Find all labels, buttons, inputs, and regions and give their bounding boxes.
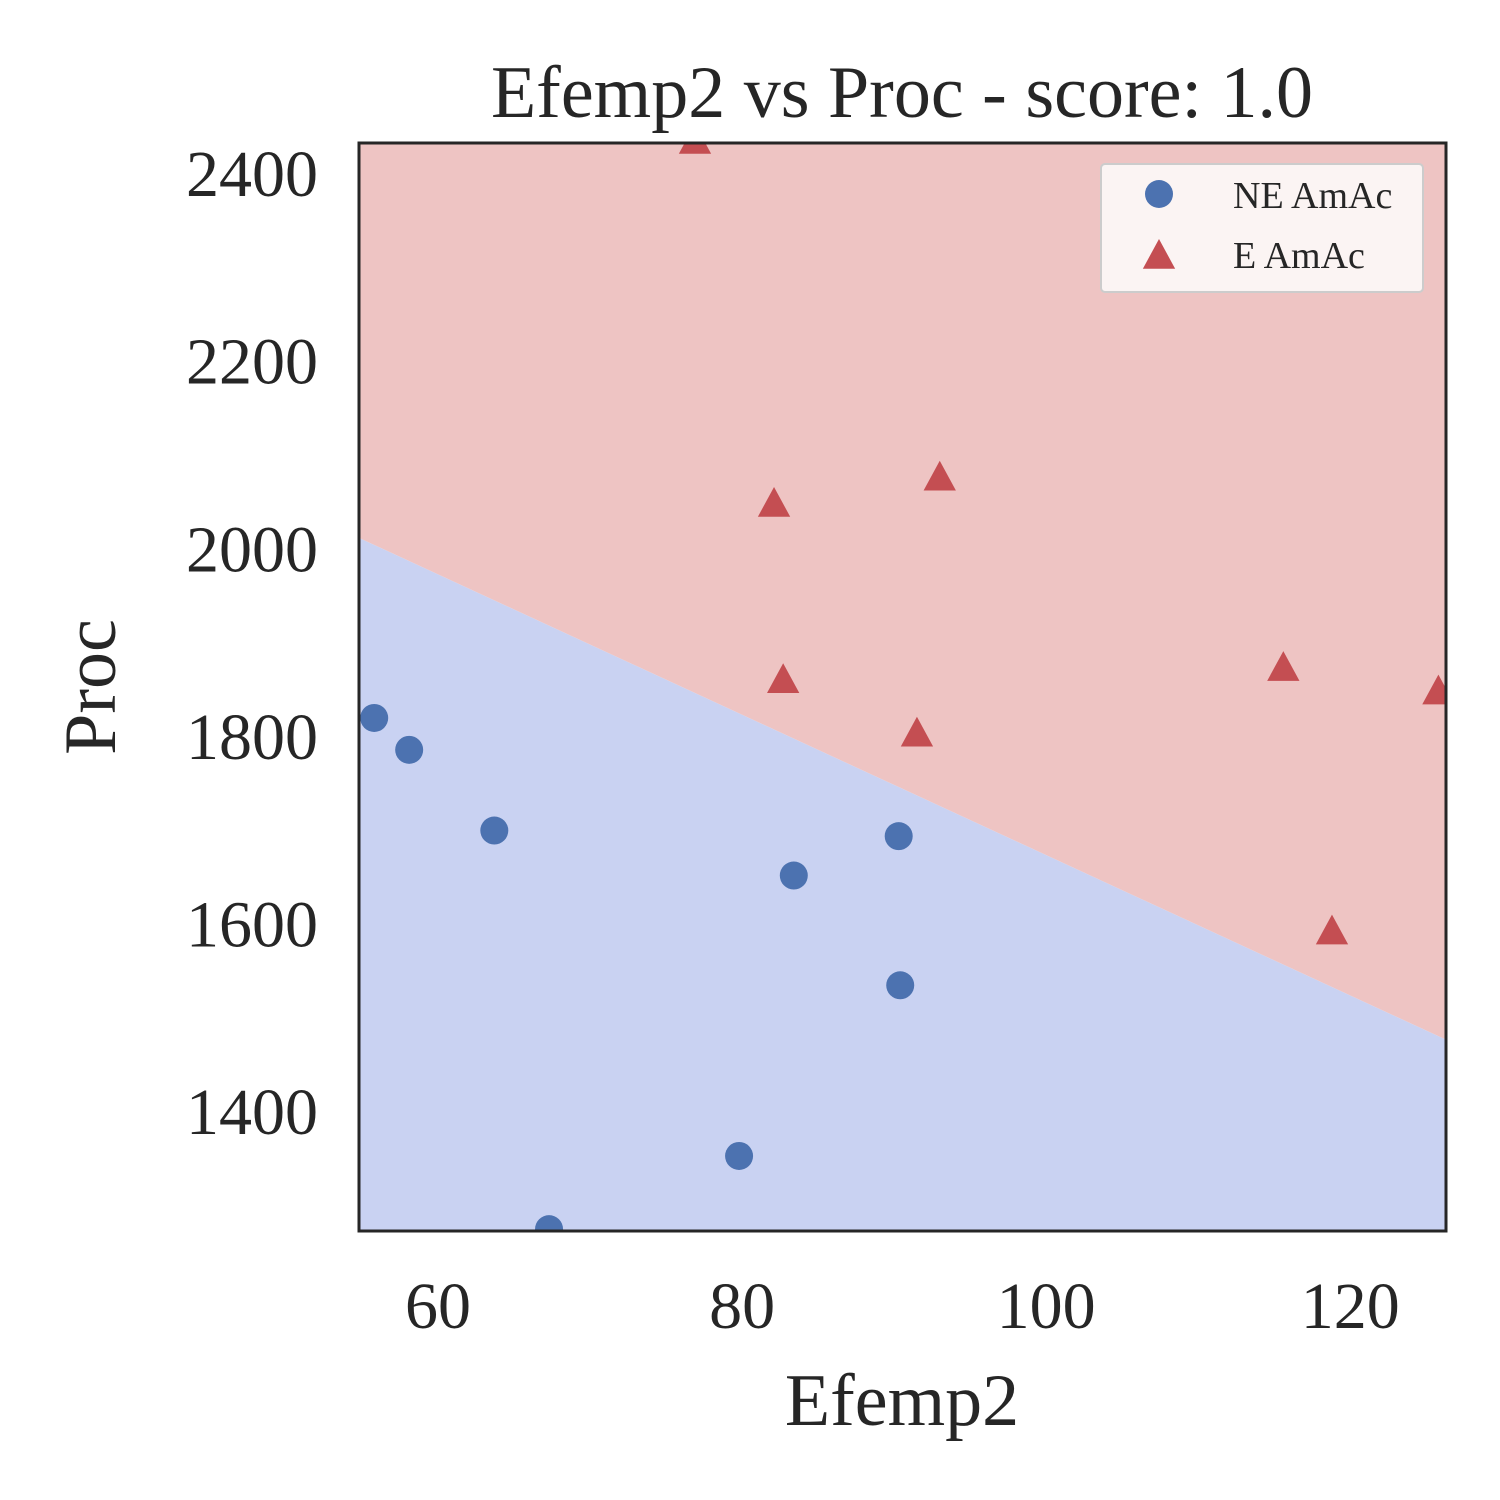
- point-e-amac-3: [900, 716, 934, 747]
- y-tick-label: 1600: [186, 888, 318, 961]
- point-e-amac-5: [1267, 651, 1300, 681]
- legend-e-amac-label: E AmAc: [1233, 235, 1365, 277]
- chart-title: Efemp2 vs Proc - score: 1.0: [491, 52, 1313, 134]
- point-e-amac-0: [678, 143, 712, 154]
- point-ne-amac-5: [779, 861, 808, 890]
- x-tick-labels: 60 80 100 120: [405, 1270, 1400, 1343]
- legend-ne-amac-label: NE AmAc: [1233, 175, 1392, 217]
- region-ne-amac: [359, 537, 1446, 1231]
- point-ne-amac-1: [395, 735, 424, 764]
- legend: NE AmAc E AmAc: [1100, 163, 1424, 293]
- y-tick-label: 1800: [186, 701, 318, 774]
- region-e-amac: [359, 143, 1446, 1040]
- point-ne-amac-2: [480, 816, 509, 845]
- point-ne-amac-3: [535, 1215, 564, 1231]
- y-tick-label: 2400: [186, 138, 318, 211]
- x-axis-label: Efemp2: [785, 1360, 1019, 1442]
- legend-ne-amac-marker: [1145, 180, 1173, 208]
- point-ne-amac-4: [725, 1141, 754, 1170]
- x-tick-label: 80: [709, 1270, 775, 1343]
- y-tick-label: 2000: [186, 513, 318, 586]
- point-e-amac-1: [757, 486, 791, 517]
- y-tick-labels: 1400 1600 1800 2000 2200 2400: [186, 138, 318, 1149]
- point-e-amac-2: [767, 663, 800, 694]
- x-tick-label: 120: [1301, 1270, 1400, 1343]
- y-tick-label: 2200: [186, 326, 318, 399]
- point-ne-amac-6: [884, 822, 913, 851]
- point-e-amac-7: [1422, 674, 1446, 705]
- points-layer: [360, 143, 1446, 1231]
- point-ne-amac-0: [360, 703, 389, 732]
- y-axis-label: Proc: [50, 619, 132, 755]
- legend-box: [1100, 163, 1424, 293]
- point-ne-amac-7: [886, 971, 915, 1000]
- x-tick-label: 100: [997, 1270, 1096, 1343]
- x-tick-label: 60: [405, 1270, 471, 1343]
- point-e-amac-6: [1315, 914, 1349, 945]
- plot-frame: [357, 141, 1448, 1233]
- point-e-amac-4: [923, 460, 956, 491]
- y-tick-label: 1400: [186, 1076, 318, 1149]
- legend-e-amac-marker: [1142, 239, 1176, 269]
